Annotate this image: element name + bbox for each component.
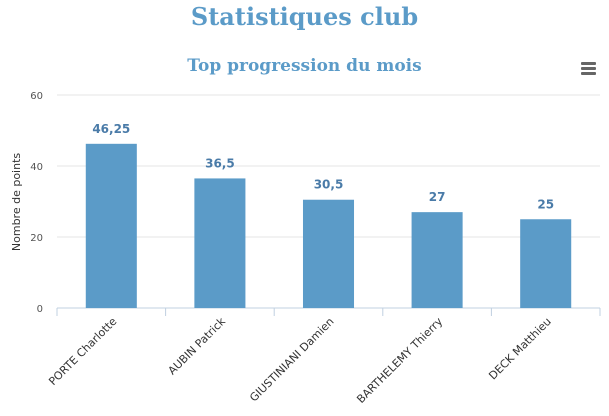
bar: [302, 199, 355, 308]
chart-title: Top progression du mois: [187, 56, 422, 76]
bar: [85, 143, 137, 308]
data-label: 46,25: [92, 122, 130, 136]
bar: [411, 212, 463, 308]
x-tick-label: DECK Matthieu: [486, 315, 553, 382]
x-tick-label: AUBIN Patrick: [166, 314, 229, 377]
y-axis-label: Nombre de points: [10, 153, 23, 252]
data-label: 30,5: [314, 178, 344, 192]
y-tick-label: 20: [30, 233, 43, 244]
x-tick-label: PORTE Charlotte: [46, 315, 119, 388]
bar: [520, 219, 572, 308]
y-tick-label: 60: [30, 91, 43, 102]
bar: [194, 178, 246, 308]
hamburger-menu-icon: [581, 62, 596, 65]
y-tick-label: 0: [37, 304, 43, 315]
page-title: Statistiques club: [190, 2, 419, 31]
chart-menu-button[interactable]: [578, 58, 600, 80]
data-label: 27: [429, 190, 446, 204]
x-tick-label: GIUSTINIANI Damien: [247, 315, 336, 404]
x-tick-label: BARTHELEMY Thierry: [354, 315, 445, 406]
y-tick-label: 40: [30, 162, 43, 173]
data-label: 36,5: [205, 156, 235, 170]
data-label: 25: [537, 197, 554, 211]
